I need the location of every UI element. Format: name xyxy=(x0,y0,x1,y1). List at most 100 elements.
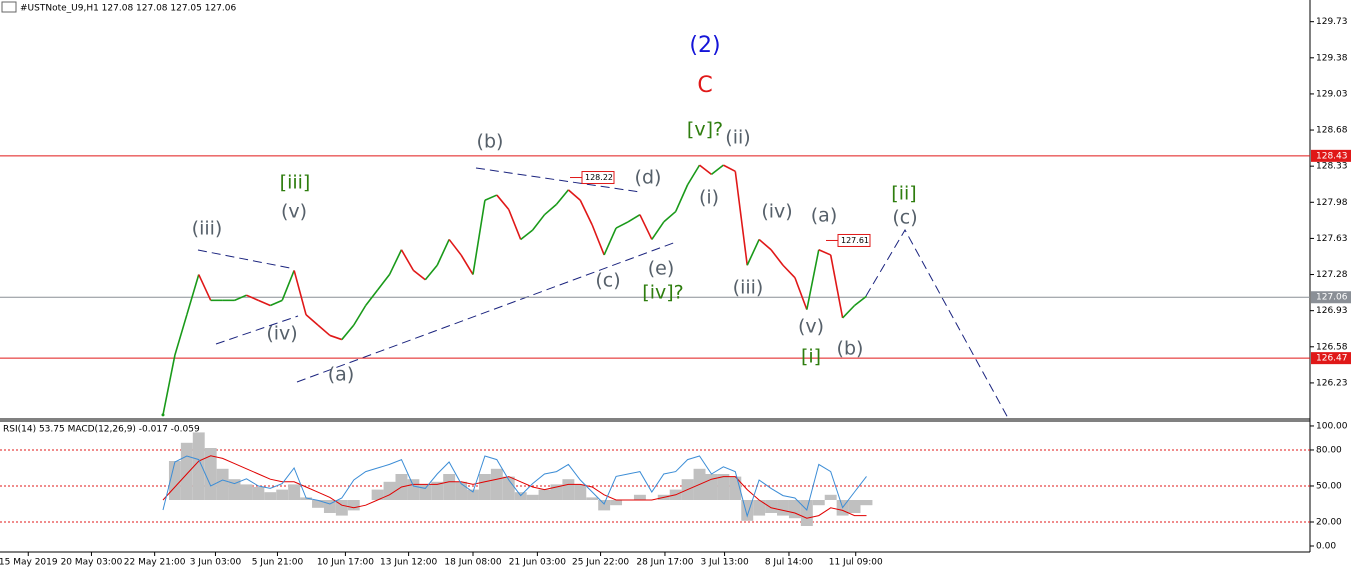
price-segment xyxy=(734,171,749,266)
price-segment xyxy=(293,270,307,315)
wave-label: (b) xyxy=(477,131,504,153)
level-label: 126.47 xyxy=(1316,354,1348,364)
price-segment xyxy=(365,289,379,306)
macd-bar xyxy=(168,461,181,500)
macd-bar xyxy=(765,500,778,513)
y-tick-label: 127.98 xyxy=(1316,198,1348,208)
macd-bar xyxy=(574,484,587,500)
macd-bar xyxy=(705,474,718,500)
macd-bar xyxy=(610,500,623,506)
price-segment xyxy=(174,314,188,356)
wave-label: (v) xyxy=(798,316,824,338)
price-segment xyxy=(806,249,820,310)
chart-icon xyxy=(1,1,17,13)
x-tick-label: 3 Jul 13:00 xyxy=(700,558,749,568)
price-segment xyxy=(567,189,581,201)
price-segment xyxy=(508,209,522,240)
macd-bar xyxy=(490,468,503,500)
indicator-tick-label: 80.00 xyxy=(1316,445,1342,455)
price-segment xyxy=(376,274,391,291)
wave-label: [i] xyxy=(801,346,821,368)
y-tick-label: 126.23 xyxy=(1316,378,1348,388)
x-tick-label: 3 Jun 03:00 xyxy=(190,558,242,568)
wave-label: C xyxy=(697,73,712,98)
y-tick-label: 129.73 xyxy=(1316,17,1348,27)
price-segment xyxy=(484,194,498,201)
price-segment xyxy=(496,194,510,211)
wave-label: (b) xyxy=(837,338,864,360)
x-tick-label: 28 Jun 17:00 xyxy=(636,558,693,568)
y-tick-label: 128.33 xyxy=(1316,162,1348,172)
price-segment xyxy=(436,239,450,266)
macd-bar xyxy=(741,500,754,521)
macd-bar xyxy=(633,494,646,500)
wave-label: (d) xyxy=(635,167,662,189)
level-box xyxy=(1311,149,1351,162)
price-segment xyxy=(246,294,259,302)
price-segment xyxy=(329,334,343,341)
price-segment xyxy=(699,164,712,176)
price-segment xyxy=(234,294,247,302)
wave-label: (iv) xyxy=(761,201,792,223)
price-segment xyxy=(400,249,415,271)
wave-label: [v]? xyxy=(687,119,723,141)
macd-bar xyxy=(800,500,813,526)
price-segment xyxy=(424,264,438,281)
y-tick-label: 128.68 xyxy=(1316,126,1348,136)
wave-label: (c) xyxy=(892,207,917,229)
price-tag-label: 128.22 xyxy=(585,173,613,182)
macd-signal-line xyxy=(162,455,867,519)
macd-bar xyxy=(419,484,432,500)
indicator-tick-label: 20.00 xyxy=(1316,517,1342,527)
macd-bar xyxy=(240,484,253,500)
price-segment xyxy=(663,210,677,223)
x-tick-label: 20 May 03:00 xyxy=(61,558,123,568)
macd-bar xyxy=(848,500,861,513)
indicator-tick-label: 100.00 xyxy=(1316,421,1348,431)
wave-label: (iii) xyxy=(192,218,223,240)
chart-title: #USTNote_U9,H1 127.08 127.08 127.05 127.… xyxy=(20,4,236,14)
wave-label: (ii) xyxy=(725,127,750,149)
price-segment xyxy=(746,239,760,266)
macd-bar xyxy=(586,497,599,500)
wave-label: (c) xyxy=(595,270,620,292)
macd-bar xyxy=(383,481,396,500)
price-segment xyxy=(520,229,534,241)
macd-bar xyxy=(502,476,515,500)
wave-label: (2) xyxy=(689,33,720,58)
wave-label: (e) xyxy=(648,258,675,280)
macd-bar xyxy=(347,500,360,511)
price-segment xyxy=(615,221,629,229)
macd-bar xyxy=(252,487,265,500)
wave-label: (iv) xyxy=(266,323,297,345)
price-segment xyxy=(603,227,617,256)
price-segment xyxy=(818,249,832,256)
price-segment xyxy=(353,305,367,326)
macd-bar xyxy=(538,489,551,500)
price-segment xyxy=(842,304,856,319)
wave-label: (i) xyxy=(699,187,719,209)
wave-label: [iv]? xyxy=(642,282,683,304)
y-tick-label: 129.03 xyxy=(1316,89,1348,99)
price-tag-box xyxy=(581,171,615,185)
price-segment xyxy=(674,184,689,212)
x-tick-label: 15 May 2019 xyxy=(0,558,58,568)
price-segment xyxy=(579,199,593,226)
x-tick-label: 8 Jul 14:00 xyxy=(765,558,814,568)
price-tag-box xyxy=(837,233,871,247)
macd-bar xyxy=(192,432,205,500)
macd-bar xyxy=(467,489,479,500)
price-segment xyxy=(758,238,772,251)
wave-label: (a) xyxy=(811,205,837,227)
macd-bar xyxy=(323,500,336,513)
indicator-title: RSI(14) 53.75 MACD(12,26,9) -0.017 -0.05… xyxy=(3,425,200,435)
price-segment xyxy=(723,164,736,173)
price-segment xyxy=(448,238,462,256)
macd-bar xyxy=(788,500,801,519)
x-tick-label: 5 Jun 21:00 xyxy=(252,558,304,568)
macd-bar xyxy=(550,484,563,500)
price-segment xyxy=(388,249,403,275)
wave-label: (v) xyxy=(281,201,307,223)
macd-bar xyxy=(264,492,277,500)
